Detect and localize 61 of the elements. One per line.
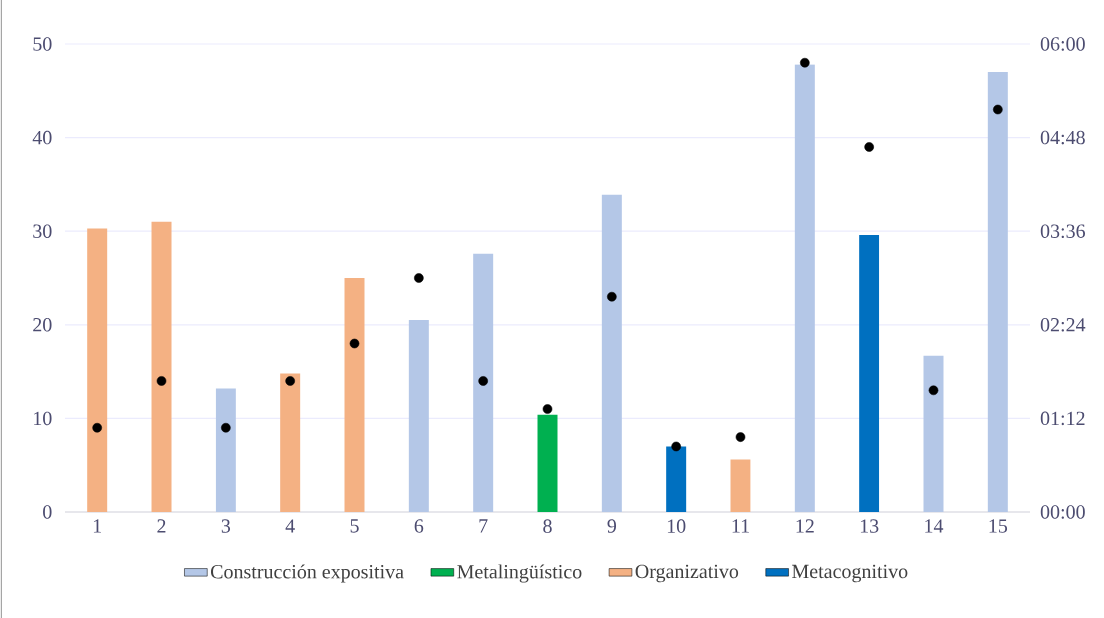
y-tick-label: 0 <box>43 505 52 519</box>
x-tick-label: 7 <box>479 519 488 533</box>
y-tick-label: 10 <box>34 411 52 426</box>
bar <box>923 355 944 512</box>
legend-label: Construcción expositiva <box>210 564 404 583</box>
x-tick-label: 5 <box>350 519 359 533</box>
y-tick-label: 40 <box>32 130 52 145</box>
bar <box>666 446 687 512</box>
bar <box>987 72 1008 512</box>
point <box>285 376 295 386</box>
point <box>542 404 553 414</box>
legend-label: Organizativo <box>635 564 739 583</box>
point <box>864 142 874 152</box>
y-tick-label: 20 <box>33 318 52 332</box>
bar <box>215 388 236 512</box>
x-tick-label: 10 <box>667 519 686 533</box>
x-tick-label: 2 <box>157 519 166 533</box>
x-tick-label: 14 <box>925 519 944 533</box>
bar <box>794 64 815 512</box>
y2-tick-label: 01:12 <box>1040 411 1085 426</box>
bar <box>473 253 494 512</box>
legend-label: Metacognitivo <box>792 564 908 583</box>
y2-tick-label: 06:00 <box>1040 37 1085 51</box>
point <box>92 422 102 433</box>
x-tick-label: 8 <box>543 519 552 533</box>
bar <box>601 194 622 512</box>
bar <box>344 277 365 512</box>
bar <box>151 221 172 512</box>
bar <box>730 459 751 512</box>
y2-tick-label: 03:36 <box>1040 224 1086 238</box>
x-tick-label: 12 <box>796 519 814 533</box>
point <box>607 291 617 302</box>
bar <box>87 228 108 512</box>
point <box>349 338 360 349</box>
bar <box>408 320 429 512</box>
x-tick-label: 15 <box>989 519 1008 533</box>
y2-tick-label: 00:00 <box>1040 505 1085 519</box>
y-tick-label: 50 <box>33 37 52 51</box>
x-tick-label: 9 <box>607 519 617 533</box>
legend-label: Metalingüístico <box>457 564 582 583</box>
point <box>156 376 167 386</box>
point <box>478 376 488 386</box>
y-tick-label: 30 <box>33 224 52 238</box>
x-tick-label: 4 <box>285 519 295 533</box>
point <box>414 273 424 283</box>
x-tick-label: 13 <box>860 519 879 533</box>
x-tick-label: 11 <box>732 519 749 533</box>
point <box>993 104 1003 115</box>
x-tick-label: 6 <box>414 519 424 533</box>
y2-tick-label: 04:48 <box>1040 130 1085 145</box>
x-tick-label: 1 <box>93 519 101 533</box>
y2-tick-label: 02:24 <box>1040 318 1086 332</box>
point <box>671 441 681 452</box>
bar <box>859 234 880 512</box>
bar <box>537 414 558 512</box>
point <box>735 432 746 442</box>
point <box>221 422 231 433</box>
x-tick-label: 3 <box>221 519 231 533</box>
point <box>928 385 939 396</box>
bar <box>280 373 301 512</box>
point <box>800 57 810 68</box>
